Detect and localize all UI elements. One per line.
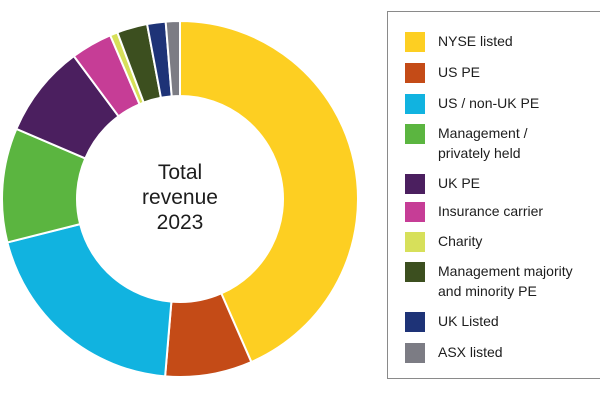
legend-swatch (405, 124, 425, 144)
legend-label: UK PE (438, 175, 481, 191)
legend-label: NYSE listed (438, 33, 513, 49)
legend-item-uk-pe: UK PE (405, 173, 588, 194)
legend-label: Charity (438, 233, 483, 249)
donut-slice-us-non-uk-pe (6, 222, 173, 378)
legend-label: US PE (438, 64, 481, 80)
donut-center-label: Total revenue 2023 (96, 160, 264, 235)
legend-label: Insurance carrier (438, 203, 544, 219)
legend-swatch (405, 232, 425, 252)
legend-label: Management majority and minority PE (438, 263, 573, 299)
center-label-line-3: 2023 (156, 211, 204, 234)
legend-swatch (405, 63, 425, 83)
center-label-line-2: revenue (142, 186, 218, 209)
legend-label: UK Listed (438, 313, 499, 329)
legend-swatch (405, 312, 425, 332)
legend-item-charity: Charity (405, 231, 588, 252)
legend-swatch (405, 94, 425, 114)
legend-swatch (405, 174, 425, 194)
legend-item-nyse-listed: NYSE listed (405, 31, 588, 52)
legend-item-insurance-carrier: Insurance carrier (405, 201, 588, 222)
legend-label: ASX listed (438, 344, 503, 360)
donut-slice-asx-listed (164, 19, 181, 98)
legend-item-us-non-uk-pe: US / non-UK PE (405, 93, 588, 114)
legend-label: Management / privately held (438, 125, 528, 161)
legend-item-us-pe: US PE (405, 62, 588, 83)
legend-swatch (405, 343, 425, 363)
center-label-line-1: Total (157, 161, 203, 184)
chart-legend: NYSE listed US PE US / non-UK PE Managem… (387, 11, 600, 379)
legend-label: US / non-UK PE (438, 95, 540, 111)
legend-item-uk-listed: UK Listed (405, 311, 588, 332)
legend-swatch (405, 202, 425, 222)
legend-swatch (405, 32, 425, 52)
donut-slice-nyse-listed (179, 19, 359, 364)
legend-item-asx-listed: ASX listed (405, 342, 588, 363)
legend-swatch (405, 262, 425, 282)
legend-item-management-privately-held: Management / privately held (405, 123, 588, 163)
legend-item-management-majority-minority-pe: Management majority and minority PE (405, 261, 588, 301)
